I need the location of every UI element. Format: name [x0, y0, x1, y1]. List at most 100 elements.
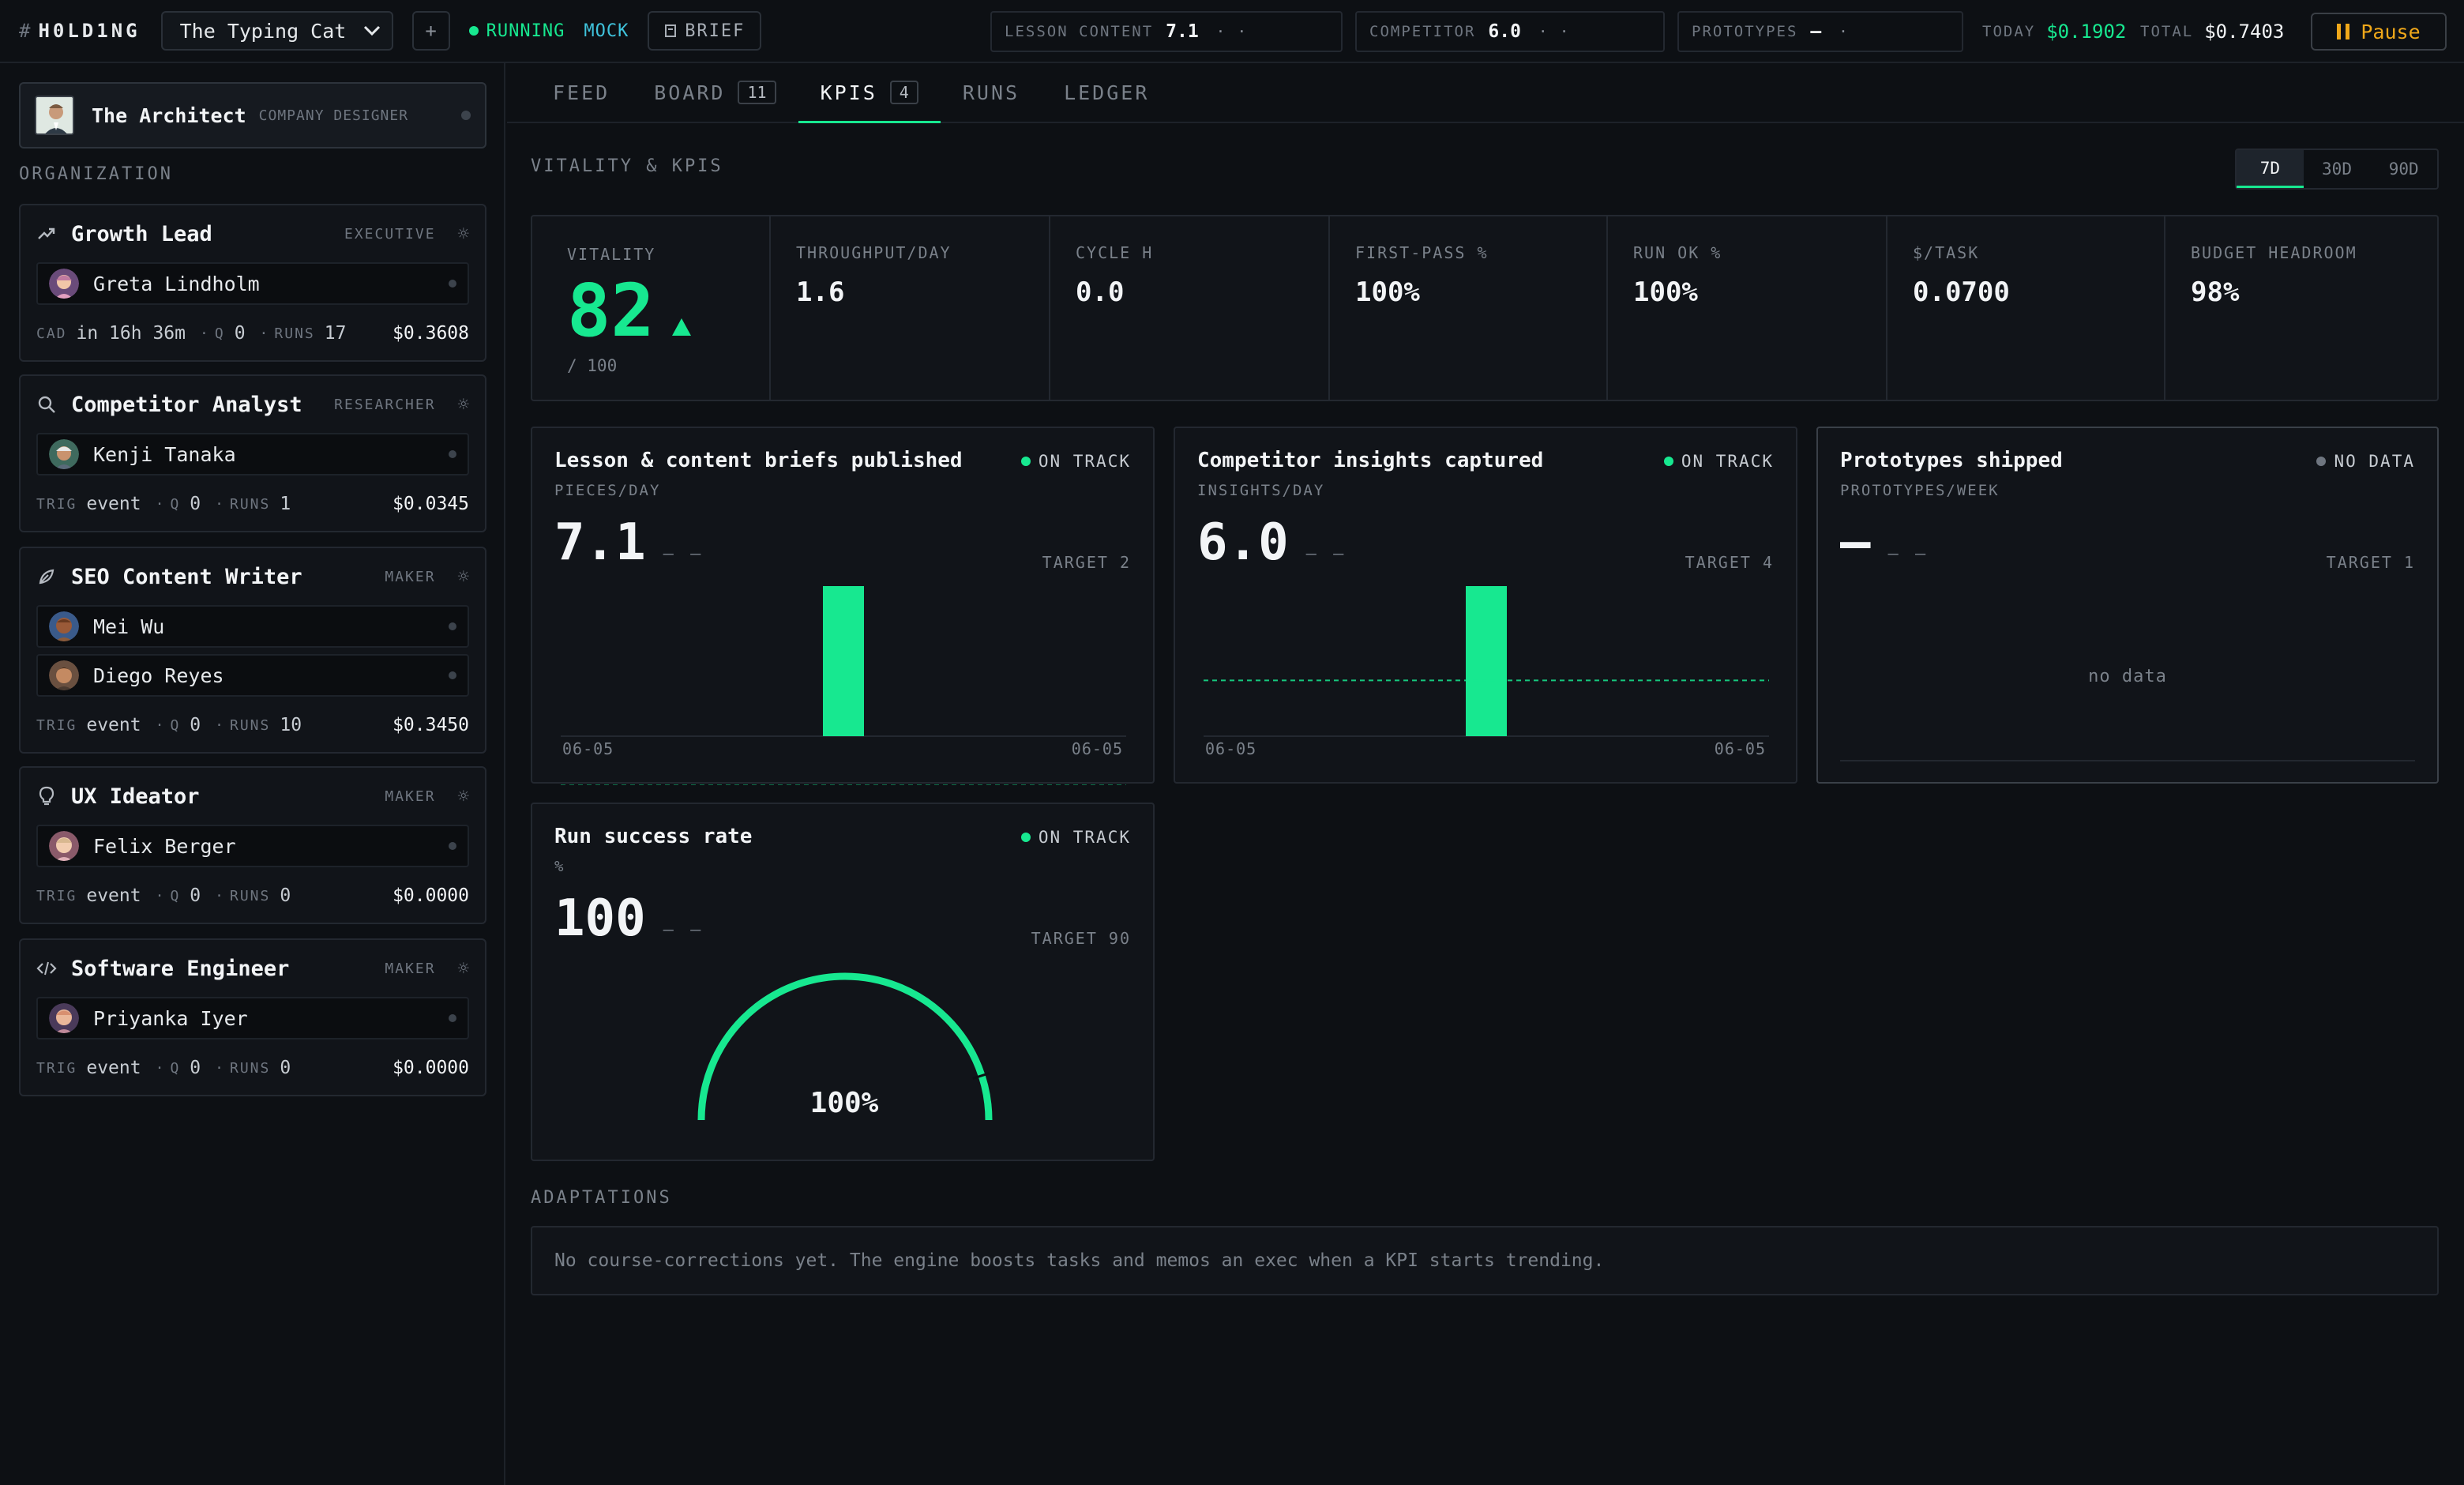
range-7d[interactable]: 7D	[2237, 150, 2304, 188]
range-30d[interactable]: 30D	[2322, 160, 2352, 179]
panel-unit: %	[554, 858, 565, 875]
trending-up-icon	[36, 224, 57, 244]
role-card-ux-ideator[interactable]: UX Ideator MAKER ☼ Felix Berger TRIG even…	[19, 766, 486, 924]
lightbulb-icon	[36, 786, 57, 806]
range-toggle: 7D 30D 90D	[2235, 148, 2439, 190]
role-cost: $0.0000	[393, 1058, 469, 1078]
agent-name: Felix Berger	[93, 834, 236, 858]
header-metric-competitor[interactable]: COMPETITOR 6.0 · ·	[1355, 11, 1665, 52]
adaptations-empty-state: No course-corrections yet. The engine bo…	[531, 1226, 2439, 1295]
x-axis-start-label: 06-05	[1205, 739, 1257, 758]
agent-row[interactable]: Felix Berger	[36, 825, 469, 867]
panel-title: Prototypes shipped	[1840, 449, 2063, 472]
role-type: EXECUTIVE	[344, 225, 436, 242]
role-card-competitor-analyst[interactable]: Competitor Analyst RESEARCHER ☼ Kenji Ta…	[19, 374, 486, 532]
gear-icon[interactable]: ☼	[457, 566, 469, 588]
tab-board[interactable]: BOARD 11	[632, 63, 798, 122]
company-select[interactable]: The Typing Cat	[160, 11, 393, 51]
panel-title: Run success rate	[554, 825, 753, 848]
avatar	[49, 439, 79, 469]
total-cost: TOTAL $0.7403	[2140, 21, 2285, 43]
panel-value: 7.1	[554, 513, 646, 572]
role-title: Competitor Analyst	[71, 392, 302, 417]
role-footer: TRIG event · Q 0 · RUNS 10 $0.3450	[36, 715, 469, 735]
stat-first-pass: FIRST-PASS % 100%	[1330, 216, 1608, 400]
avatar	[49, 269, 79, 299]
kpi-panel-prototypes[interactable]: Prototypes shipped NO DATA PROTOTYPES/WE…	[1816, 427, 2439, 784]
architect-avatar	[35, 96, 74, 135]
trend-up-icon	[671, 318, 691, 336]
run-status: RUNNING	[468, 21, 565, 41]
agent-row[interactable]: Kenji Tanaka	[36, 433, 469, 476]
kpi-panel-lesson-briefs[interactable]: Lesson & content briefs published ON TRA…	[531, 427, 1155, 785]
header-metric-prototypes[interactable]: PROTOTYPES — ·	[1677, 11, 1963, 52]
avatar	[49, 611, 79, 641]
agent-row[interactable]: Greta Lindholm	[36, 262, 469, 305]
role-cost: $0.3450	[393, 715, 469, 735]
agent-name: Kenji Tanaka	[93, 442, 236, 466]
gauge-target-tick	[972, 1072, 990, 1080]
architect-status-dot	[461, 111, 471, 120]
role-type: MAKER	[385, 960, 436, 977]
avatar	[49, 1003, 79, 1033]
search-icon	[36, 394, 57, 415]
gear-icon[interactable]: ☼	[457, 957, 469, 979]
brief-button[interactable]: BRIEF	[648, 11, 762, 51]
avatar	[49, 660, 79, 690]
section-title-vitality: VITALITY & KPIS	[531, 156, 723, 176]
panel-value: —	[1840, 513, 1871, 572]
kpi-panel-competitor-insights[interactable]: Competitor insights captured ON TRACK IN…	[1174, 427, 1797, 784]
tab-ledger[interactable]: LEDGER	[1064, 81, 1150, 104]
bar-06-05	[823, 586, 864, 736]
tab-feed[interactable]: FEED	[553, 81, 610, 104]
role-cost: $0.0000	[393, 885, 469, 906]
architect-card[interactable]: The Architect COMPANY DESIGNER	[19, 82, 486, 148]
role-title: SEO Content Writer	[71, 564, 302, 589]
bar-chart	[561, 586, 1126, 785]
agent-row[interactable]: Mei Wu	[36, 605, 469, 648]
today-cost: TODAY $0.1902	[1982, 21, 2127, 43]
role-title: UX Ideator	[71, 784, 200, 809]
role-card-growth-lead[interactable]: Growth Lead EXECUTIVE ☼ Greta Lindholm C…	[19, 204, 486, 362]
stat-cycle: CYCLE H 0.0	[1050, 216, 1330, 400]
role-type: MAKER	[385, 788, 436, 805]
role-footer: CAD in 16h 36m · Q 0 · RUNS 17 $0.3608	[36, 323, 469, 344]
panel-unit: INSIGHTS/DAY	[1197, 482, 1325, 499]
x-axis-end-label: 06-05	[1714, 739, 1766, 758]
tab-runs[interactable]: RUNS	[962, 81, 1020, 104]
tab-count-badge: 11	[738, 81, 776, 104]
stat-cost-per-task: $/TASK 0.0700	[1887, 216, 2165, 400]
role-cost: $0.0345	[393, 494, 469, 514]
role-footer: TRIG event · Q 0 · RUNS 0 $0.0000	[36, 885, 469, 906]
company-select-value: The Typing Cat	[179, 19, 347, 43]
range-90d[interactable]: 90D	[2388, 160, 2419, 179]
no-data-label: no data	[2088, 667, 2167, 686]
agent-name: Diego Reyes	[93, 664, 224, 687]
gear-icon[interactable]: ☼	[457, 223, 469, 245]
header-metric-lesson[interactable]: LESSON CONTENT 7.1 · ·	[990, 11, 1343, 52]
gauge-arc	[697, 972, 993, 1121]
role-card-seo-content-writer[interactable]: SEO Content Writer MAKER ☼ Mei Wu Diego …	[19, 547, 486, 754]
mode-badge: MOCK	[584, 21, 629, 41]
role-card-software-engineer[interactable]: Software Engineer MAKER ☼ Priyanka Iyer …	[19, 938, 486, 1096]
gear-icon[interactable]: ☼	[457, 785, 469, 807]
role-footer: TRIG event · Q 0 · RUNS 1 $0.0345	[36, 494, 469, 514]
panel-target: TARGET 2	[1042, 553, 1131, 572]
agent-row[interactable]: Diego Reyes	[36, 654, 469, 697]
avatar	[49, 831, 79, 861]
organization-label: ORGANIZATION	[19, 164, 173, 184]
add-company-button[interactable]: +	[411, 11, 450, 51]
pause-button[interactable]: Pause	[2311, 13, 2447, 51]
stat-throughput: THROUGHPUT/DAY 1.6	[771, 216, 1050, 400]
tab-kpis[interactable]: KPIS 4	[798, 63, 941, 123]
gear-icon[interactable]: ☼	[457, 393, 469, 415]
gauge-label: 100%	[809, 1087, 879, 1119]
bar-chart	[1204, 586, 1769, 737]
x-axis-end-label: 06-05	[1071, 739, 1123, 758]
chevron-down-icon	[363, 25, 380, 36]
agent-row[interactable]: Priyanka Iyer	[36, 997, 469, 1040]
sidebar: The Architect COMPANY DESIGNER ORGANIZAT…	[0, 63, 505, 1485]
tab-count-badge: 4	[889, 81, 918, 104]
status-badge: ON TRACK	[1663, 452, 1774, 471]
kpi-panel-run-success[interactable]: Run success rate ON TRACK % 100— — TARGE…	[531, 803, 1155, 1161]
